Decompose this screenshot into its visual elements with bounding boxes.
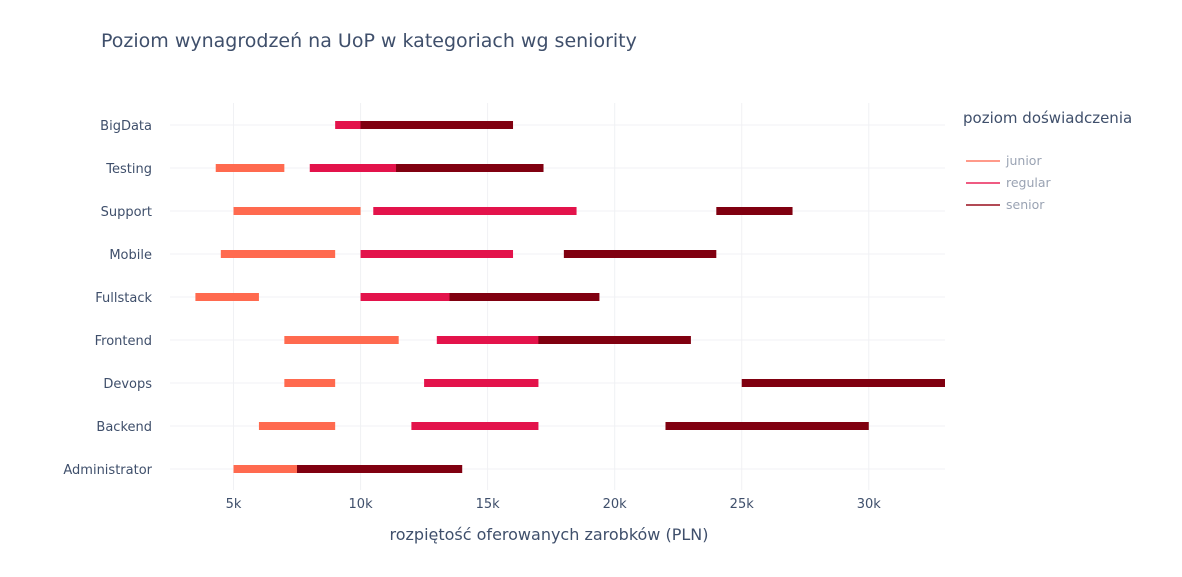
y-tick-label: BigData [100, 119, 152, 134]
y-tick-label: Support [101, 205, 152, 220]
y-tick-label: Backend [96, 420, 152, 435]
x-axis-title: rozpiętość oferowanych zarobków (PLN) [390, 525, 709, 544]
y-tick-label: Devops [103, 377, 152, 392]
chart-title: Poziom wynagrodzeń na UoP w kategoriach … [101, 30, 637, 52]
y-tick-label: Mobile [109, 248, 152, 263]
legend-label-junior[interactable]: junior [1005, 153, 1042, 168]
legend-label-senior[interactable]: senior [1006, 197, 1045, 212]
y-tick-label: Testing [105, 162, 152, 177]
y-tick-label: Frontend [95, 334, 152, 349]
y-tick-label: Fullstack [95, 291, 152, 306]
bar-layer [195, 121, 945, 473]
x-tick-label: 15k [476, 497, 501, 512]
x-tick-label: 20k [603, 497, 628, 512]
tick-layer: 5k 10k 15k 20k 25k 30k BigData Testing Support Mo… [63, 119, 881, 512]
x-tick-label: 30k [857, 497, 882, 512]
y-tick-label: Administrator [63, 463, 152, 478]
x-tick-label: 5k [226, 497, 242, 512]
x-tick-label: 25k [730, 497, 755, 512]
legend-label-regular[interactable]: regular [1006, 175, 1052, 190]
legend: junior regular senior [966, 153, 1052, 212]
x-tick-label: 10k [349, 497, 374, 512]
legend-title: poziom doświadczenia [963, 109, 1132, 127]
